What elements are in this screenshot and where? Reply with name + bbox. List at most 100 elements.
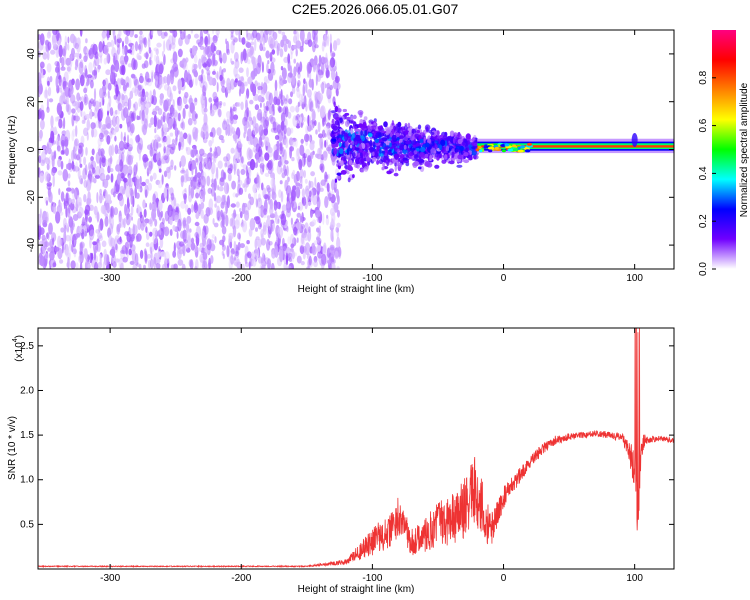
- heatmap-cell: [299, 30, 305, 42]
- heatmap-cell: [320, 105, 326, 118]
- heatmap-cell: [362, 121, 367, 129]
- heatmap-cell: [97, 64, 101, 70]
- heatmap-cell: [250, 41, 255, 46]
- heatmap-cell: [391, 128, 395, 135]
- heatmap-cell: [236, 140, 242, 153]
- heatmap-cell: [292, 169, 296, 177]
- heatmap-cell: [69, 33, 76, 44]
- heatmap-cell: [483, 145, 487, 149]
- heatmap-cell: [439, 144, 443, 151]
- heatmap-cell: [399, 138, 403, 143]
- heatmap-cell: [45, 211, 49, 222]
- heatmap-cell: [352, 132, 356, 139]
- heatmap-cell: [220, 169, 225, 180]
- snr-x-axis: -300 -200 -100 0 100: [100, 328, 643, 584]
- heatmap-cell: [378, 132, 384, 138]
- heatmap-cell: [112, 52, 118, 66]
- heatmap-cell: [259, 204, 265, 218]
- heatmap-cell: [78, 61, 84, 74]
- heatmap-cell: [71, 198, 75, 205]
- heatmap-cell: [48, 222, 53, 235]
- heatmap-cell: [86, 119, 91, 131]
- heatmap-cell: [65, 192, 70, 204]
- heatmap-cell: [138, 263, 142, 269]
- heatmap-cell: [280, 167, 284, 173]
- heatmap-cell: [242, 220, 248, 233]
- heatmap-cell: [70, 47, 76, 59]
- heatmap-cell: [307, 114, 310, 127]
- heatmap-cell: [75, 232, 81, 238]
- heatmap-cell: [200, 175, 206, 188]
- heatmap-cell: [265, 116, 270, 127]
- heatmap-cell: [427, 138, 432, 144]
- heatmap-cell: [72, 128, 76, 137]
- heatmap-cell: [203, 162, 206, 167]
- heatmap-cell: [121, 187, 125, 194]
- heatmap-cell: [120, 131, 123, 142]
- heatmap-cell: [151, 71, 154, 83]
- heatmap-cell: [278, 201, 281, 210]
- heatmap-cell: [127, 63, 133, 68]
- heatmap-cell: [199, 37, 203, 47]
- heatmap-cell: [283, 100, 288, 108]
- heatmap-cell: [307, 69, 310, 79]
- heatmap-cell: [200, 202, 205, 210]
- heatmap-cell: [149, 175, 153, 182]
- heatmap-cell: [226, 245, 230, 258]
- heatmap-cell: [112, 129, 117, 136]
- heatmap-cell: [398, 135, 405, 139]
- heatmap-cell: [266, 239, 271, 251]
- heatmap-cell: [285, 252, 289, 266]
- heatmap-cell: [312, 60, 316, 73]
- heatmap-cell: [316, 244, 322, 252]
- heatmap-cell: [206, 69, 211, 76]
- heatmap-cell: [403, 160, 409, 164]
- heatmap-cell: [179, 30, 182, 34]
- heatmap-cell: [296, 255, 302, 264]
- heatmap-cell: [74, 42, 80, 50]
- heatmap-cell: [197, 247, 202, 252]
- heatmap-cell: [58, 202, 63, 209]
- heatmap-cell: [317, 240, 322, 246]
- heatmap-cell: [291, 250, 295, 260]
- heatmap-cell: [149, 217, 153, 227]
- heatmap-cell: [189, 94, 193, 107]
- heatmap-cell: [86, 74, 93, 79]
- heatmap-cell: [318, 54, 322, 67]
- heatmap-band-core: [477, 145, 674, 148]
- heatmap-cell: [127, 49, 132, 54]
- heatmap-cell: [393, 172, 399, 177]
- heatmap-cell: [235, 193, 239, 198]
- heatmap-cell: [329, 244, 335, 251]
- heatmap-cell: [511, 144, 517, 148]
- heatmap-cell: [79, 59, 84, 69]
- heatmap-cell: [339, 148, 344, 155]
- heatmap-cell: [360, 168, 365, 173]
- heatmap-cell: [170, 192, 175, 201]
- heatmap-cell: [370, 125, 377, 131]
- heatmap-cell: [210, 255, 214, 264]
- heatmap-cell: [186, 222, 190, 234]
- heatmap-cell: [271, 104, 275, 111]
- heatmap-cell: [457, 154, 463, 160]
- heatmap-cell: [266, 62, 269, 74]
- heatmap-cell: [267, 147, 273, 154]
- heatmap-cell: [150, 117, 155, 126]
- heatmap-cell: [352, 114, 357, 120]
- heatmap-cell: [257, 197, 263, 209]
- heatmap-cell: [92, 241, 97, 246]
- heatmap-cell: [222, 253, 225, 260]
- heatmap-cell: [135, 235, 139, 243]
- heatmap-cell: [327, 173, 330, 180]
- heatmap-cell: [105, 213, 109, 219]
- heatmap-cell: [88, 47, 94, 60]
- heatmap-cell: [272, 31, 278, 41]
- heatmap-cell: [244, 125, 247, 135]
- heatmap-cell: [309, 181, 314, 188]
- heatmap-cell: [229, 241, 233, 249]
- heatmap-cell: [123, 136, 126, 142]
- heatmap-cell: [71, 187, 75, 194]
- heatmap-cell: [383, 121, 388, 128]
- heatmap-cell: [452, 137, 456, 144]
- heatmap-cell: [253, 216, 260, 221]
